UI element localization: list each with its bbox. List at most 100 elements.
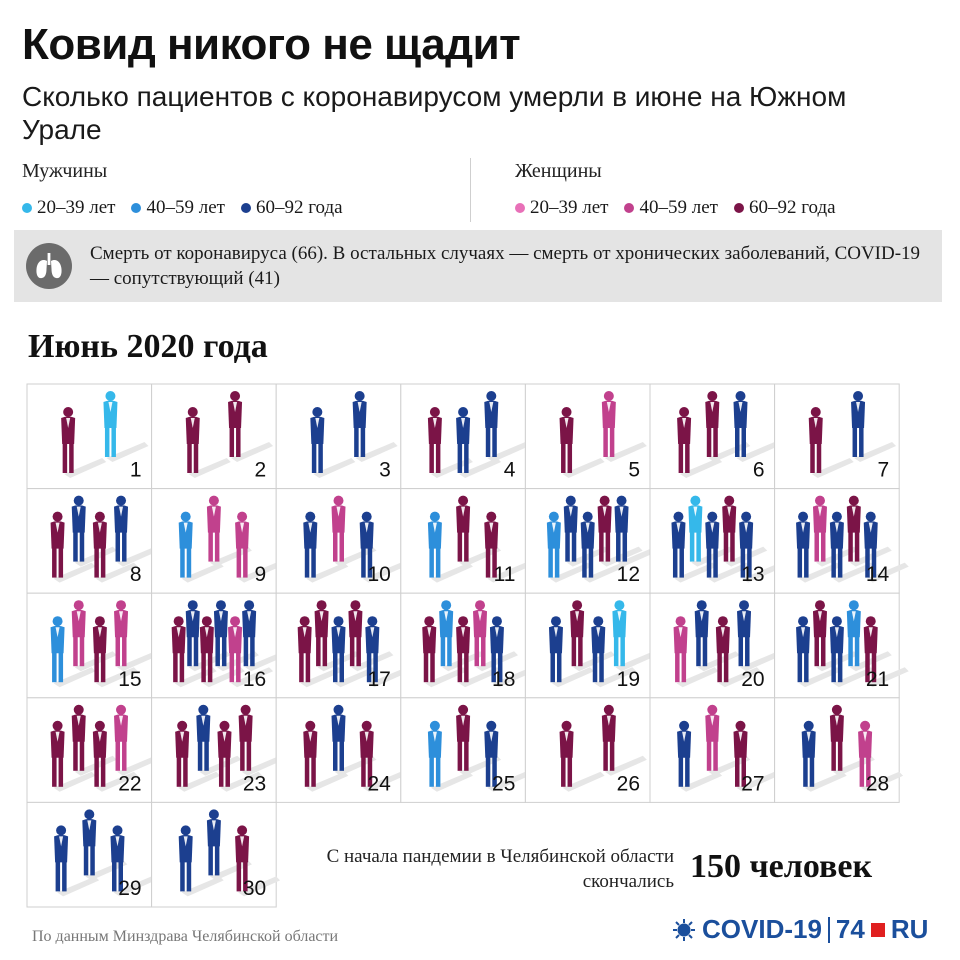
person-mark-w_40_59 (235, 511, 281, 583)
day-label: 28 (866, 772, 889, 795)
brand-divider (827, 916, 830, 943)
legend-label: 40–59 лет (639, 197, 718, 218)
legend-label: 40–59 лет (146, 197, 225, 218)
day-label: 10 (367, 563, 390, 586)
calendar-day-cell: 2 (151, 383, 277, 490)
person-mark-w_40_59 (228, 616, 274, 688)
calendar-day-cell: 26 (524, 697, 651, 803)
legend-dot (733, 203, 744, 213)
person-mark-w_60_92 (185, 407, 231, 478)
legend-dot (131, 203, 142, 213)
calendar-day-cell: 29 (26, 801, 156, 908)
source-note: По данным Минздрава Челябинской области (32, 928, 339, 945)
person-mark-w_60_92 (175, 720, 221, 792)
person-mark-m_20_39 (688, 495, 734, 567)
person-mark-w_60_92 (217, 720, 263, 792)
person-mark-m_60_92 (863, 511, 909, 583)
calendar-day-cell: 13 (649, 488, 785, 594)
person-mark-m_40_59 (439, 600, 485, 672)
person-mark-m_40_59 (178, 511, 224, 583)
legend-women: Женщины 20–39 лет 40–59 лет 60–92 года (515, 160, 836, 219)
person-mark-w_40_59 (705, 704, 751, 776)
legend-label: 60–92 года (255, 197, 343, 218)
day-label: 23 (243, 772, 266, 795)
day-label: 18 (492, 668, 515, 691)
calendar-day-cell: 21 (774, 592, 909, 699)
calendar-day-cell: 10 (275, 488, 405, 594)
person-mark-w_60_92 (50, 720, 96, 792)
person-mark-w_40_59 (601, 391, 647, 462)
summary-total: 150 человек (690, 848, 873, 885)
person-mark-m_60_92 (456, 407, 502, 478)
calendar-day-cell: 4 (400, 383, 530, 490)
calendar-day-cell: 30 (151, 801, 281, 908)
person-mark-w_60_92 (348, 600, 394, 672)
person-mark-m_60_92 (114, 495, 160, 567)
person-mark-w_60_92 (597, 495, 643, 567)
person-mark-w_60_92 (235, 825, 281, 897)
day-label: 14 (866, 563, 890, 586)
person-mark-w_60_92 (829, 704, 875, 776)
person-mark-w_60_92 (863, 616, 909, 688)
person-mark-m_40_59 (427, 511, 473, 583)
day-label: 9 (255, 563, 267, 586)
day-label: 1 (130, 459, 142, 482)
person-mark-w_60_92 (228, 391, 274, 462)
day-label: 6 (753, 459, 765, 482)
person-mark-m_60_92 (303, 511, 349, 583)
calendar-day-cell: 27 (649, 697, 779, 803)
legend-item-men-60-92: 60–92 года (240, 197, 343, 219)
person-mark-m_60_92 (563, 495, 609, 567)
person-mark-m_60_92 (796, 511, 842, 583)
calendar-day-cell: 22 (26, 697, 160, 803)
legend-dot (22, 203, 32, 213)
person-mark-w_60_92 (297, 616, 343, 688)
person-mark-w_60_92 (705, 391, 751, 462)
day-label: 12 (617, 563, 640, 586)
person-mark-m_60_92 (489, 616, 535, 688)
note-text: Смерть от коронавируса (66). В остальных… (90, 243, 921, 289)
person-mark-m_60_92 (548, 616, 594, 688)
calendar-day-cell: 25 (400, 697, 530, 803)
person-mark-w_60_92 (715, 616, 761, 688)
virus-icon (673, 918, 695, 941)
page-subtitle: Сколько пациентов с коронавирусом умерли… (22, 81, 847, 145)
person-mark-w_60_92 (61, 407, 107, 478)
person-mark-w_60_92 (92, 511, 138, 583)
person-mark-w_60_92 (92, 616, 138, 688)
person-mark-m_60_92 (705, 511, 751, 583)
person-mark-m_60_92 (614, 495, 660, 567)
calendar-day-cell: 3 (275, 383, 402, 490)
day-label: 16 (243, 668, 266, 691)
day-label: 27 (741, 772, 764, 795)
person-mark-m_60_92 (310, 407, 356, 478)
day-label: 26 (617, 772, 640, 795)
calendar-day-cell: 8 (26, 488, 160, 594)
person-mark-m_40_59 (846, 600, 892, 672)
calendar-day-cell: 24 (275, 697, 405, 803)
person-mark-m_40_59 (50, 616, 96, 688)
calendar-day-cell: 18 (400, 592, 535, 699)
person-mark-w_60_92 (359, 720, 405, 792)
person-mark-w_60_92 (171, 616, 217, 688)
day-label: 13 (741, 563, 764, 586)
person-mark-w_60_92 (50, 511, 96, 583)
brand-logo: COVID-19 74 RU (672, 914, 928, 945)
person-mark-w_60_92 (199, 616, 245, 688)
person-mark-m_60_92 (851, 391, 897, 462)
month-title: Июнь 2020 года (28, 328, 268, 365)
person-mark-w_60_92 (559, 407, 605, 478)
calendar-day-cell: 11 (400, 488, 530, 594)
person-mark-m_60_92 (739, 511, 785, 583)
person-mark-w_40_59 (858, 720, 904, 792)
person-mark-w_40_59 (206, 495, 252, 567)
calendar-day-cell: 15 (26, 592, 160, 699)
brand-covid-text: COVID-19 (702, 914, 822, 944)
person-mark-w_60_92 (846, 495, 892, 567)
person-mark-m_60_92 (580, 511, 626, 583)
person-mark-m_60_92 (213, 600, 259, 672)
day-label: 30 (243, 877, 266, 900)
person-mark-m_60_92 (829, 616, 875, 688)
calendar-day-cell: 19 (524, 592, 658, 699)
legend-item-men-20-39: 20–39 лет (22, 197, 115, 219)
